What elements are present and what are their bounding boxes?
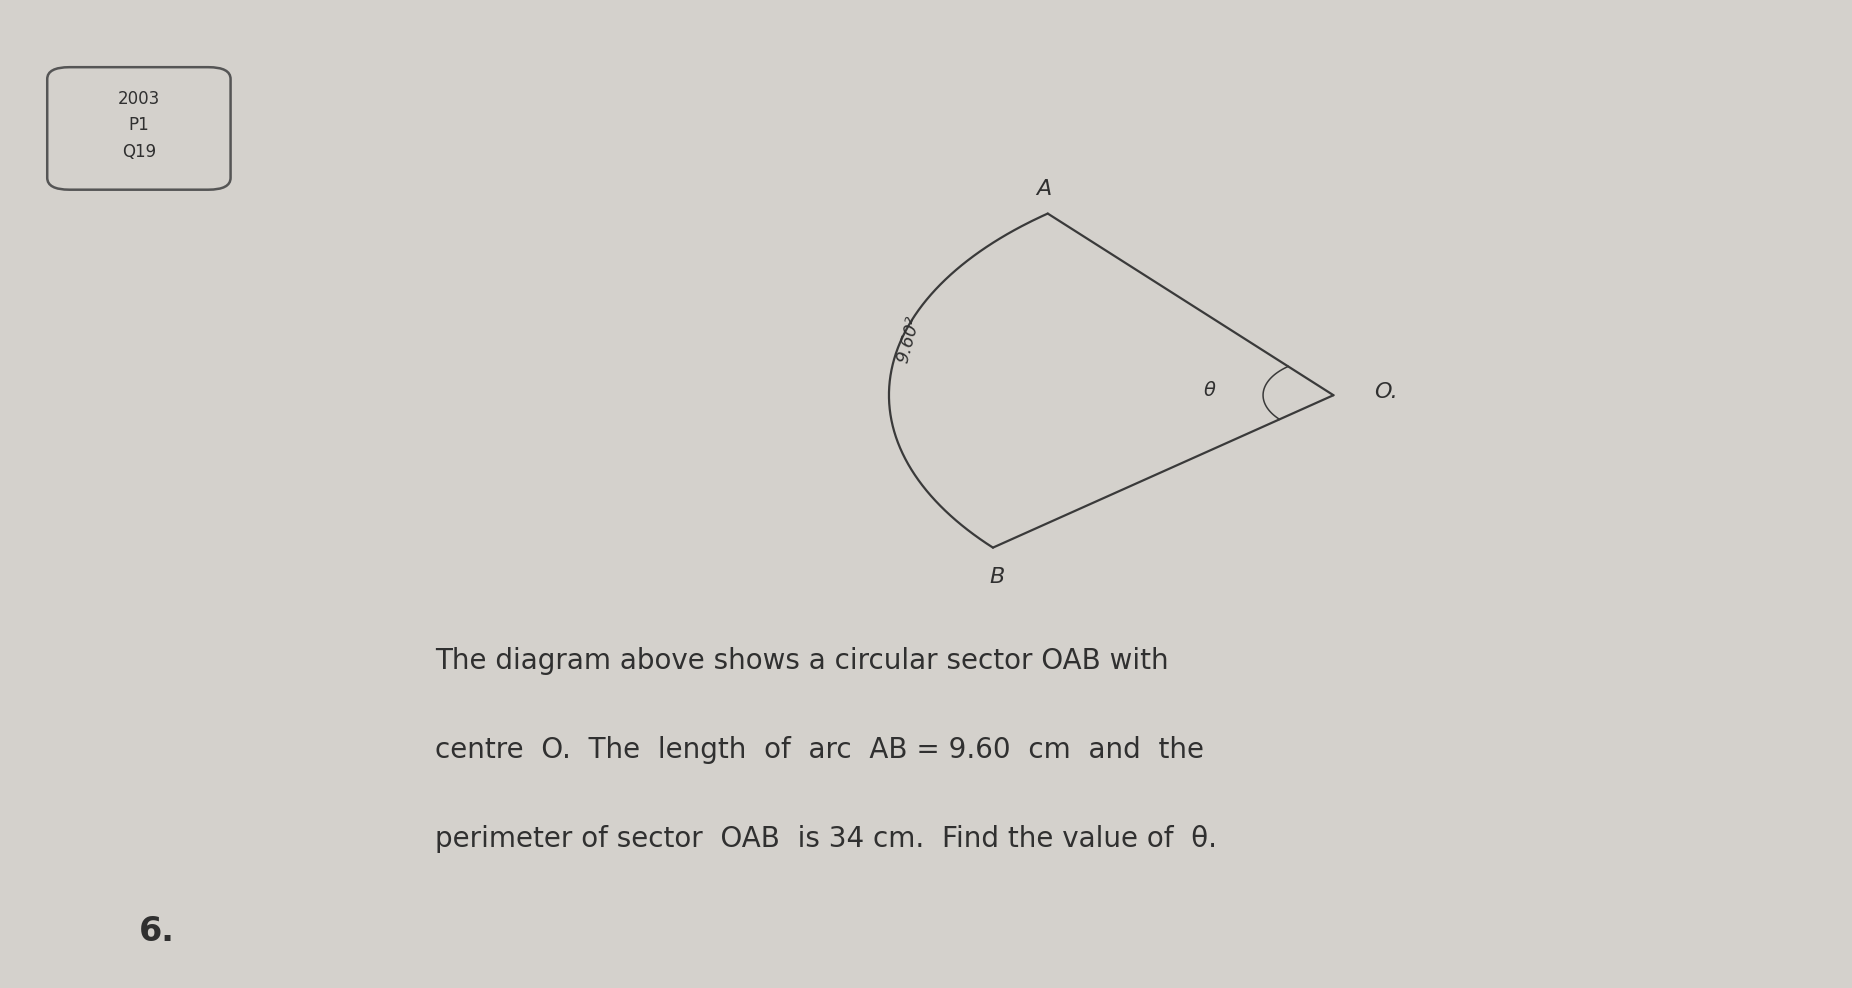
Text: 9.60²: 9.60²: [895, 314, 924, 365]
FancyBboxPatch shape: [48, 67, 232, 190]
Text: The diagram above shows a circular sector OAB with: The diagram above shows a circular secto…: [435, 647, 1169, 675]
Text: O.: O.: [1374, 382, 1398, 402]
Text: B: B: [989, 567, 1004, 587]
Text: θ: θ: [1204, 381, 1215, 400]
Text: perimeter of sector  OAB  is 34 cm.  Find the value of  θ.: perimeter of sector OAB is 34 cm. Find t…: [435, 825, 1217, 853]
Text: 2003
P1
Q19: 2003 P1 Q19: [119, 90, 159, 161]
Text: A: A: [1037, 179, 1052, 199]
Text: 6.: 6.: [139, 916, 174, 948]
Text: centre  O.  The  length  of  arc  AB = 9.60  cm  and  the: centre O. The length of arc AB = 9.60 cm…: [435, 736, 1204, 764]
